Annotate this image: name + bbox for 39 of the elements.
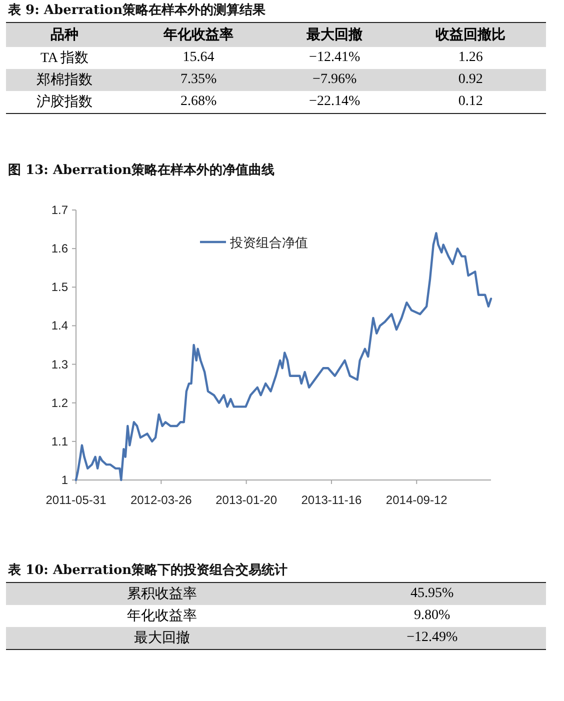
- x-tick-label: 2013-11-16: [301, 493, 362, 507]
- x-tick-label: 2012-03-26: [130, 493, 192, 507]
- y-tick-label: 1.4: [51, 318, 68, 333]
- y-tick-label: 1.5: [51, 280, 68, 294]
- text: 7.35%: [180, 72, 217, 87]
- text: 表 9: Aberration策略在样本外的测算结果: [7, 2, 267, 20]
- text: −12.41%: [309, 50, 360, 65]
- category-label: 品种: [6, 22, 124, 47]
- y-tick-label: 1.1: [51, 434, 68, 448]
- y-tick-label: 1.2: [51, 396, 68, 410]
- text: 累积收益率: [127, 587, 198, 602]
- text: 45.95%: [410, 586, 454, 601]
- text: 0.92: [458, 72, 483, 87]
- y-tick-label: 1: [61, 473, 68, 487]
- text: 1.26: [458, 50, 483, 65]
- text: 0.12: [458, 94, 483, 109]
- category-label: 年化收益率: [123, 22, 274, 47]
- text: −22.14%: [309, 94, 360, 109]
- x-tick-label: 2014-09-12: [386, 493, 448, 507]
- y-tick-label: 1.3: [51, 357, 68, 372]
- text: 15.64: [182, 50, 214, 65]
- x-tick-label: 2011-05-31: [46, 493, 107, 507]
- y-tick-label: 1.6: [51, 242, 68, 256]
- x-tick-label: 2013-01-20: [216, 493, 278, 507]
- category-label: 收益回撤比: [395, 22, 546, 47]
- text: 沪胶指数: [36, 95, 93, 110]
- legend-label: 投资组合净值: [229, 235, 308, 250]
- text: 年化收益率: [127, 609, 198, 624]
- text: 9.80%: [414, 608, 450, 623]
- category-label: 最大回撤: [274, 22, 396, 47]
- text: 2.68%: [180, 94, 217, 109]
- chart-title: 图 13: Aberration策略在样本外的净值曲线: [7, 162, 276, 180]
- text: 最大回撤: [134, 631, 190, 646]
- text: 郑棉指数: [36, 73, 93, 88]
- text: 表 10: Aberration策略下的投资组合交易统计: [7, 562, 289, 580]
- text: −12.49%: [406, 630, 458, 645]
- text: TA 指数: [40, 51, 89, 66]
- text: −7.96%: [312, 72, 357, 87]
- y-tick-label: 1.7: [51, 203, 68, 217]
